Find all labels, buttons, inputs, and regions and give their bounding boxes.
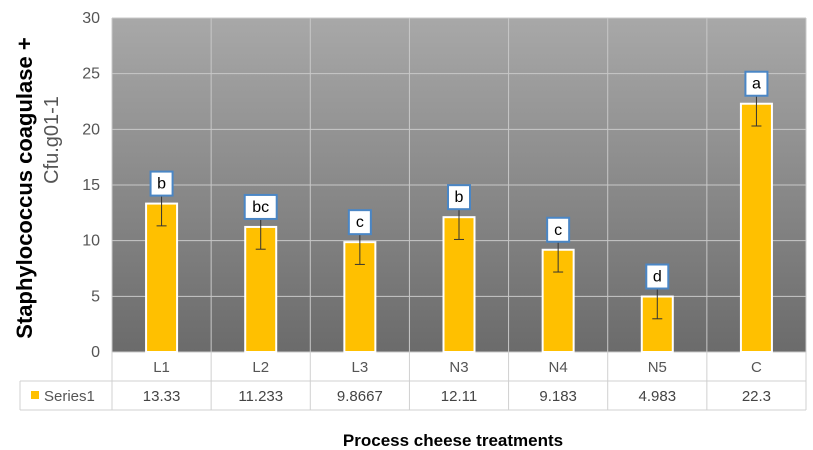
significance-letter: d: [653, 269, 662, 286]
significance-letter: b: [455, 189, 464, 206]
table-value: 9.8667: [337, 388, 383, 405]
significance-label-box: [243, 193, 278, 220]
significance-letter: b: [157, 176, 166, 193]
significance-label-box: [149, 170, 174, 197]
table-value: 11.233: [238, 388, 283, 405]
y-tick-label: 25: [82, 66, 100, 83]
y-axis-title: Staphylococcus coagulase +: [12, 37, 37, 338]
y-axis-unit: Cfu.g01-1: [41, 96, 63, 184]
data-table: L1 13.33 L2 11.233 L3 9.8667 N3 12.11 N4 9.183 N5 4…: [19, 352, 807, 411]
y-tick-label: 30: [82, 10, 100, 27]
x-category-label: L3: [352, 359, 369, 376]
significance-label-box: [347, 209, 372, 236]
x-category-label: L1: [153, 359, 170, 376]
y-tick-label: 5: [91, 288, 100, 305]
legend-swatch: [31, 391, 39, 399]
significance-letter: bc: [252, 199, 269, 216]
x-category-label: C: [751, 359, 762, 376]
x-axis-title: Process cheese treatments: [343, 431, 563, 450]
significance-letter: c: [554, 222, 562, 239]
x-category-label: N5: [648, 359, 667, 376]
significance-label-box: [447, 184, 471, 211]
legend-series-name: Series1: [44, 388, 95, 405]
table-value: 13.33: [143, 388, 181, 405]
y-tick-label: 10: [82, 233, 100, 250]
y-tick-label: 20: [82, 121, 100, 138]
x-category-label: L2: [252, 359, 269, 376]
significance-label-box: [744, 70, 769, 97]
significance-letter: c: [356, 214, 364, 231]
x-category-label: N3: [449, 359, 468, 376]
significance-label-box: [645, 263, 670, 290]
y-axis-ticks: 0 5 10 15 20 25 30: [82, 10, 100, 361]
significance-letter: a: [752, 76, 761, 93]
table-value: 22.3: [742, 388, 771, 405]
table-value: 4.983: [639, 388, 677, 405]
bar: [739, 102, 773, 353]
y-tick-label: 0: [91, 344, 100, 361]
table-value: 12.11: [441, 388, 477, 405]
y-tick-label: 15: [82, 177, 100, 194]
significance-label-box: [546, 216, 571, 243]
x-category-label: N4: [549, 359, 568, 376]
table-value: 9.183: [539, 388, 577, 405]
